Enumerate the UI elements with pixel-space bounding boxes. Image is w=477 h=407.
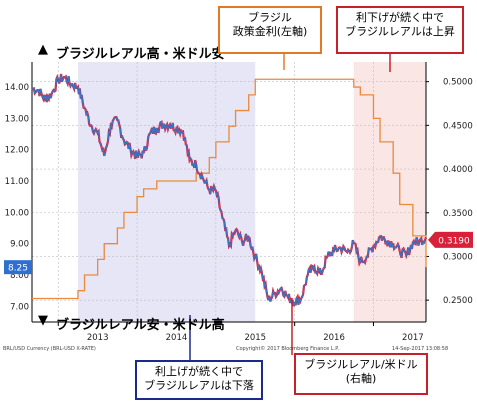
right-tick-label-1: 0.4500 [443, 121, 473, 131]
x-tick-label-1: 2014 [166, 333, 188, 343]
right-tick-label-4: 0.3000 [443, 252, 473, 262]
right-tick-label-5: 0.2500 [443, 296, 473, 306]
rate-cut-annotation: 利下げが続く中で ブラジルレアルは上昇 [336, 6, 464, 54]
fx-line-1: ブラジルレアル/米ドル [304, 358, 418, 371]
shaded-periods [77, 62, 426, 322]
x-tick-label-0: 2013 [87, 333, 109, 343]
rate-hike-annotation: 利上げが続く中で ブラジルレアルは下落 [135, 360, 263, 400]
rate-cut-line-1: 利下げが続く中で [356, 11, 444, 24]
fx-line-2: (右軸) [345, 372, 377, 385]
top-headline: ブラジルレアル高・米ドル安 [56, 47, 225, 62]
left-tick-label-3: 11.00 [5, 177, 29, 187]
right-value-badge-pointer [428, 231, 435, 248]
right-tick-label-2: 0.4000 [443, 165, 473, 175]
axes [31, 62, 427, 323]
bottom-headline: ブラジルレアル安・米ドル高 [56, 318, 225, 333]
policy-rate-annotation: ブラジル 政策金利(左軸) [218, 6, 322, 54]
rate-cut-line-2: ブラジルレアルは上昇 [345, 25, 455, 38]
policy-rate-line [32, 78, 427, 300]
right-axis-ticks: 0.5000 0.4500 0.4000 0.3500 0.3000 0.2500 [426, 78, 473, 306]
shaded-period-1 [353, 62, 426, 322]
x-tick-label-2: 2015 [244, 333, 266, 343]
left-tick-label-4: 10.00 [5, 208, 29, 218]
rate-hike-line-1: 利上げが続く中で [155, 365, 243, 378]
value-badges: 8.25 0.3190 [4, 231, 473, 275]
policy-rate-line-2: 政策金利(左軸) [232, 25, 308, 38]
footer: BRL/USD Currency (BRL-USD X-RATE) Copyri… [3, 345, 448, 352]
down-arrow-icon: ▼ [38, 313, 48, 328]
left-tick-label-1: 13.00 [5, 114, 29, 124]
left-tick-label-7: 7.00 [10, 302, 29, 312]
shaded-period-0 [77, 62, 256, 322]
left-axis-ticks: 14.00 13.00 12.00 11.00 10.00 9.00 8.00 7.00 [5, 83, 29, 312]
footer-right-text: 14-Sep-2017 13:08:58 [392, 346, 448, 352]
x-axis-ticks: 2013 2014 2015 2016 2017 [57, 322, 424, 343]
right-tick-label-0: 0.5000 [443, 78, 473, 88]
left-value-badge-label: 8.25 [8, 264, 28, 274]
rate-hike-line-2: ブラジルレアルは下落 [144, 379, 254, 392]
left-tick-label-6: 8.00 [10, 271, 29, 281]
footer-left-text: BRL/USD Currency (BRL-USD X-RATE) [3, 346, 96, 352]
annotation-connectors [189, 53, 391, 361]
fx-line [31, 73, 427, 307]
right-value-badge [435, 231, 473, 248]
x-tick-label-3: 2016 [323, 333, 345, 343]
footer-center-text: Copyright© 2017 Bloomberg Finance L.P. [236, 345, 339, 352]
fx-annotation: ブラジルレアル/米ドル (右軸) [294, 353, 428, 395]
x-tick-label-4: 2017 [402, 333, 424, 343]
policy-rate-line-1: ブラジル [248, 11, 292, 24]
up-arrow-icon: ▲ [38, 42, 48, 57]
left-value-badge [4, 260, 32, 275]
series-group [31, 73, 428, 307]
right-value-badge-label: 0.3190 [438, 236, 470, 246]
left-tick-label-0: 14.00 [5, 83, 29, 93]
right-tick-label-3: 0.3500 [443, 209, 473, 219]
left-tick-label-2: 12.00 [5, 146, 29, 156]
left-tick-label-5: 9.00 [10, 240, 29, 250]
